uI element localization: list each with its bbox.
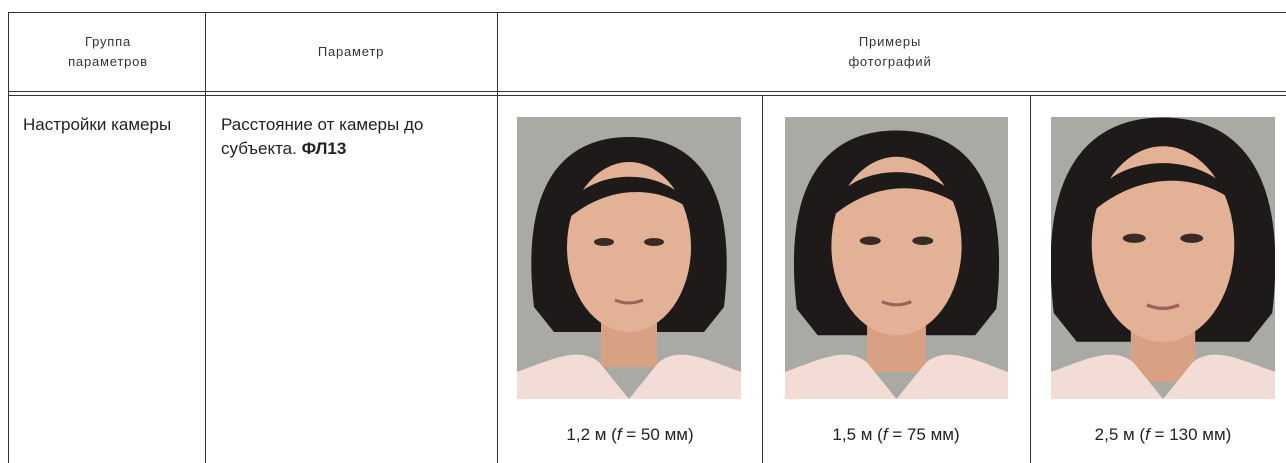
header-border: [8, 91, 1286, 92]
caption-part: 2,5 м (: [1094, 425, 1146, 444]
caption-part: = 130 мм): [1149, 425, 1232, 444]
parameter-code: ФЛ13: [301, 139, 347, 158]
photo: [1051, 117, 1275, 399]
header-cell: Примеры фотографий: [848, 34, 932, 69]
caption-part: 1,2 м (: [566, 425, 617, 444]
photo-caption: 1,2 м (f = 50 мм): [500, 425, 760, 445]
caption-part: f: [1145, 425, 1150, 444]
header-cell: Параметр: [317, 44, 385, 59]
header-border: [8, 95, 1286, 96]
column-border: [8, 12, 9, 463]
column-border: [762, 95, 763, 463]
parameter-text: Расстояние от камеры до субъекта.: [221, 115, 424, 158]
caption-part: f: [616, 425, 622, 444]
column-border: [205, 12, 206, 463]
column-border: [497, 12, 498, 463]
table-border: [8, 12, 1286, 13]
photo-caption: 1,5 м (f = 75 мм): [766, 425, 1026, 445]
photo-caption: 2,5 м (f = 130 мм): [1033, 425, 1286, 445]
parameter-cell: Расстояние от камеры до субъекта. ФЛ13: [221, 113, 491, 161]
photo: [785, 117, 1008, 399]
header-cell: Группа параметров: [68, 34, 148, 69]
caption-part: = 75 мм): [887, 425, 960, 444]
column-border: [1030, 95, 1031, 463]
caption-part: 1,5 м (: [832, 425, 883, 444]
photo: [517, 117, 741, 399]
caption-part: f: [882, 425, 888, 444]
group-cell: Настройки камеры: [23, 115, 172, 134]
caption-part: = 50 мм): [621, 425, 694, 444]
